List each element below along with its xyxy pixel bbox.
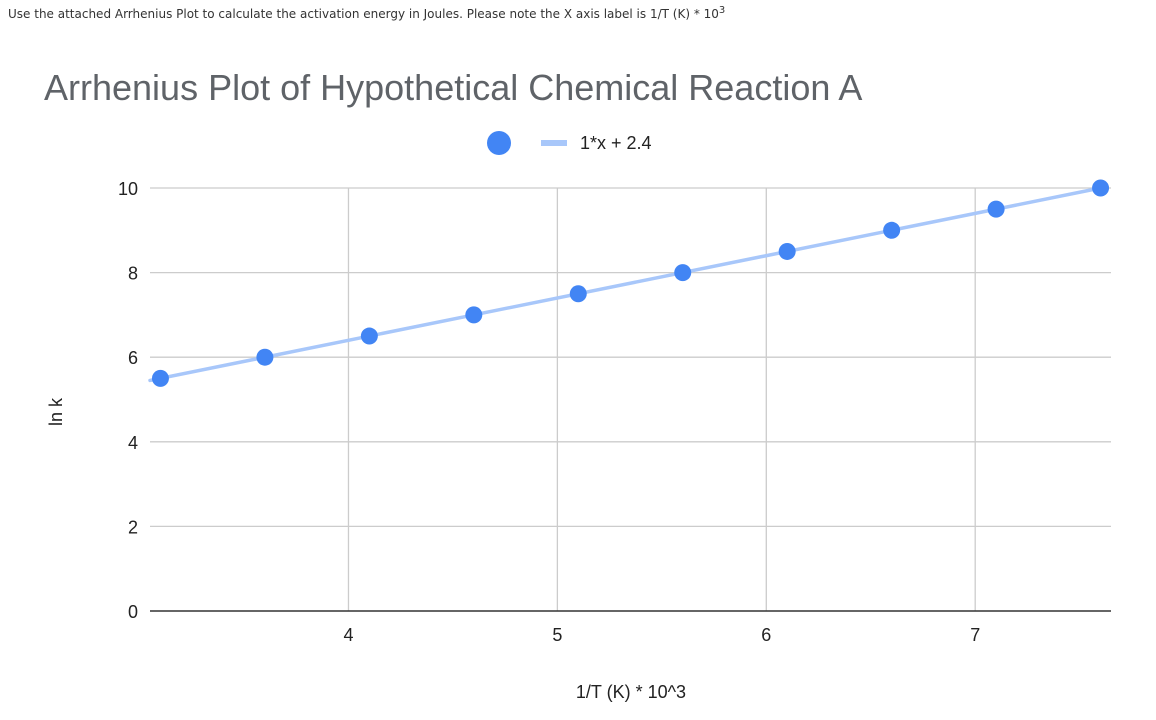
data-point: [360, 327, 378, 345]
x-axis-label: 1/T (K) * 10^3: [576, 682, 686, 702]
tick-labels-layer: 0 2 4 6 8 10 4 5 6 7: [118, 179, 980, 645]
data-point: [151, 369, 169, 387]
data-point: [256, 348, 274, 366]
legend-trendline-label: 1*x + 2.4: [580, 133, 652, 153]
legend-trendline-marker: [541, 140, 567, 146]
data-point: [1092, 179, 1110, 197]
data-point: [883, 221, 901, 239]
question-superscript: 3: [718, 5, 726, 16]
data-point: [569, 285, 587, 303]
data-point: [465, 306, 483, 324]
y-tick-label: 8: [128, 264, 138, 284]
trendline: [148, 186, 1103, 383]
y-tick-label: 2: [128, 517, 138, 537]
x-tick-label: 4: [343, 625, 353, 645]
y-tick-label: 6: [128, 348, 138, 368]
trendline-layer: [148, 186, 1103, 383]
chart-legend: 1*x + 2.4: [487, 131, 652, 155]
chart-title: Arrhenius Plot of Hypothetical Chemical …: [44, 67, 862, 108]
y-axis-label: ln k: [46, 397, 66, 426]
legend-point-marker: [487, 131, 511, 155]
y-tick-label: 4: [128, 433, 138, 453]
grid-layer: [150, 187, 1111, 611]
question-text: Use the attached Arrhenius Plot to calcu…: [8, 5, 726, 22]
x-tick-label: 5: [552, 625, 562, 645]
data-point: [987, 200, 1005, 218]
x-tick-label: 7: [970, 625, 980, 645]
x-tick-label: 6: [761, 625, 771, 645]
question-main: Use the attached Arrhenius Plot to calcu…: [8, 7, 719, 21]
data-point: [778, 242, 796, 260]
points-layer: [151, 179, 1110, 387]
y-tick-label: 10: [118, 179, 138, 199]
data-point: [674, 264, 692, 282]
y-tick-label: 0: [128, 602, 138, 622]
